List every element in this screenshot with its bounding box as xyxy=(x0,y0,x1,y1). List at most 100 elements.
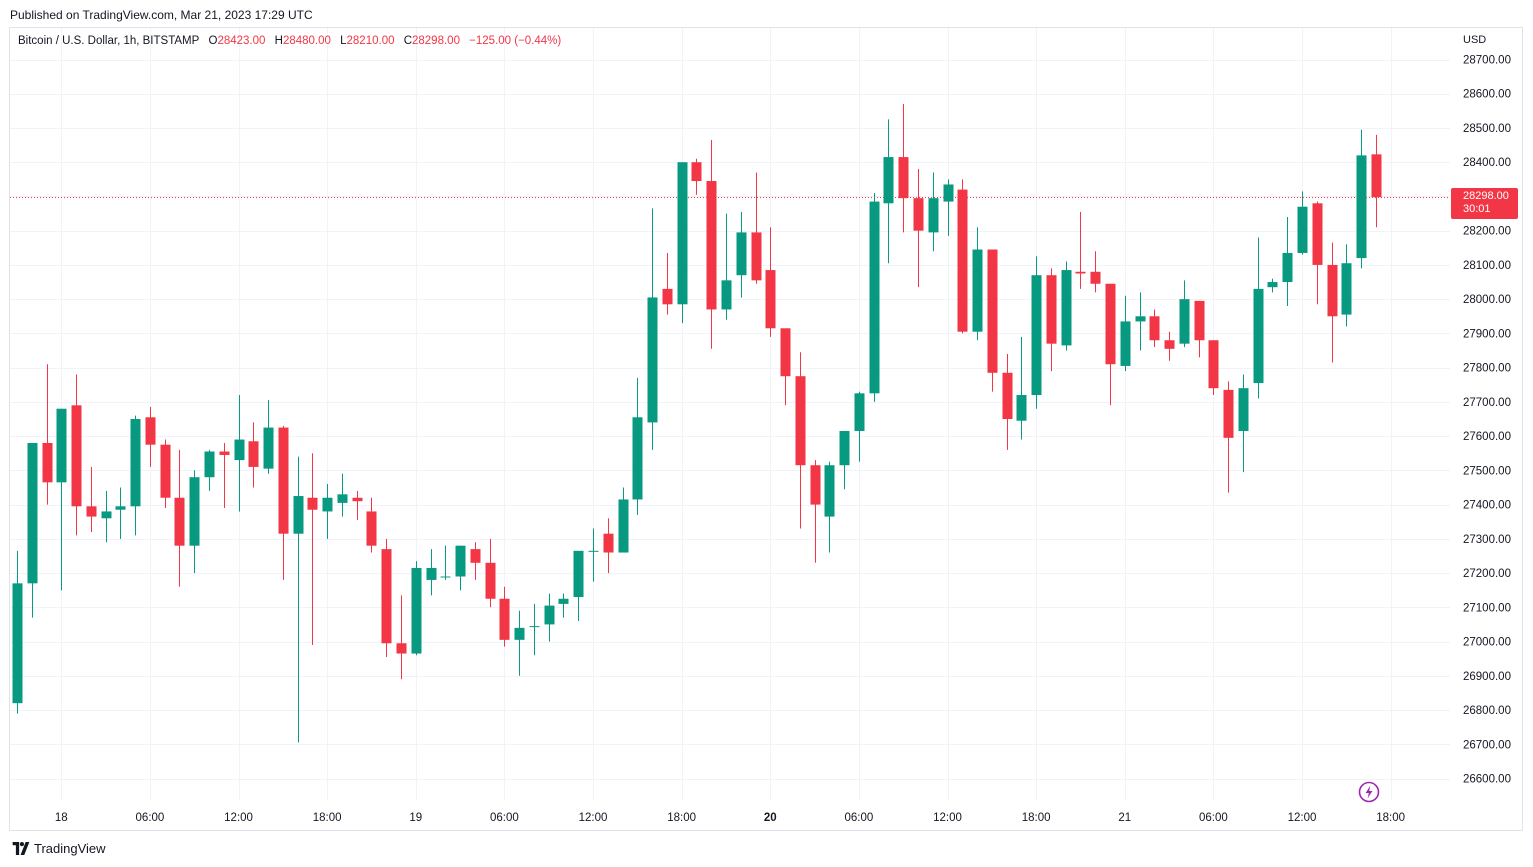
candle-body xyxy=(795,376,806,466)
candle-body xyxy=(426,567,437,580)
candle xyxy=(928,172,939,252)
candle-body xyxy=(883,157,894,204)
candle xyxy=(1061,261,1072,351)
candle xyxy=(1223,381,1234,493)
candle-body xyxy=(307,497,318,510)
candle-body xyxy=(1120,321,1131,366)
candle-body xyxy=(71,405,82,507)
candle-body xyxy=(1075,271,1086,274)
candle xyxy=(1208,340,1219,396)
candle xyxy=(1002,353,1013,450)
candle xyxy=(854,391,865,462)
candle-body xyxy=(765,270,776,329)
candle-body xyxy=(824,465,835,517)
candles xyxy=(12,104,1382,743)
candle-body xyxy=(691,162,702,182)
lightning-bolt-icon[interactable] xyxy=(1358,781,1380,803)
candle xyxy=(337,473,348,517)
price-tick-label: 27600.00 xyxy=(1463,431,1511,443)
candle xyxy=(86,466,97,532)
candle-body xyxy=(780,328,791,377)
candle-body xyxy=(1002,372,1013,419)
candle-body xyxy=(603,533,614,553)
candle xyxy=(115,487,126,539)
time-tick-label: 06:00 xyxy=(136,812,165,824)
time-tick-label: 12:00 xyxy=(1288,812,1317,824)
candle xyxy=(839,430,850,490)
candle-body xyxy=(957,189,968,332)
candle xyxy=(145,407,156,467)
candle-body xyxy=(677,162,688,305)
candle-body xyxy=(1105,283,1116,365)
candle xyxy=(544,593,555,642)
candle xyxy=(943,179,954,236)
candle xyxy=(189,470,200,574)
candle-body xyxy=(647,297,658,423)
candle xyxy=(12,550,23,714)
price-tick-label: 28400.00 xyxy=(1463,157,1511,169)
footer-brand[interactable]: TradingView xyxy=(12,841,106,856)
candle xyxy=(234,395,245,512)
candle-body xyxy=(1016,395,1027,421)
close-value: 28298.00 xyxy=(412,35,460,47)
candle xyxy=(174,449,185,587)
open-label: O xyxy=(208,35,218,47)
price-tick-label: 27200.00 xyxy=(1463,568,1511,580)
candle-body xyxy=(470,549,481,563)
candle xyxy=(751,172,762,284)
price-tick-label: 27700.00 xyxy=(1463,397,1511,409)
candle-body xyxy=(1312,203,1323,265)
time-tick-label: 06:00 xyxy=(490,812,519,824)
candle-body xyxy=(721,280,732,310)
candle xyxy=(780,328,791,406)
close-label: C xyxy=(403,35,412,47)
candle-body xyxy=(1267,282,1278,288)
candle xyxy=(101,490,112,543)
candle xyxy=(263,400,274,474)
open-value: 28423.00 xyxy=(217,35,266,47)
price-tick-label: 27000.00 xyxy=(1463,637,1511,649)
candle-body xyxy=(514,627,525,640)
candle xyxy=(485,538,496,608)
candle-body xyxy=(455,545,466,577)
time-tick-label: 12:00 xyxy=(933,812,962,824)
candle xyxy=(765,227,776,337)
time-tick-label: 12:00 xyxy=(224,812,253,824)
candle-body xyxy=(736,232,747,276)
candle xyxy=(499,586,510,647)
published-caption: Published on TradingView.com, Mar 21, 20… xyxy=(10,8,313,22)
price-tick-label: 26800.00 xyxy=(1463,705,1511,717)
price-tick-label: 27300.00 xyxy=(1463,534,1511,546)
candle xyxy=(898,104,909,233)
candle-body xyxy=(396,643,407,654)
candle-body xyxy=(1164,340,1175,349)
candle xyxy=(677,162,688,324)
candle-body xyxy=(810,465,821,505)
candle-body xyxy=(411,567,422,654)
candle-body xyxy=(1135,316,1146,322)
candle-body xyxy=(174,497,185,546)
candle-body xyxy=(115,506,126,510)
candle xyxy=(1327,242,1338,363)
candle-body xyxy=(987,249,998,373)
candle-body xyxy=(86,506,97,517)
candle-body xyxy=(219,451,230,455)
candle xyxy=(366,497,377,553)
candle xyxy=(219,442,230,509)
candle-body xyxy=(337,494,348,503)
price-tick-label: 26700.00 xyxy=(1463,739,1511,751)
candle-body xyxy=(1046,275,1057,344)
candle-body xyxy=(1090,271,1101,284)
bar-countdown: 30:01 xyxy=(1463,203,1491,215)
candle xyxy=(588,528,599,582)
candle xyxy=(1179,280,1190,348)
price-tick-label: 28200.00 xyxy=(1463,226,1511,238)
candle-body xyxy=(588,550,599,552)
time-tick-label: 06:00 xyxy=(1199,812,1228,824)
candle xyxy=(1282,216,1293,307)
candle xyxy=(1194,300,1205,358)
candle-body xyxy=(1341,263,1352,315)
candle xyxy=(618,487,629,553)
candle-body xyxy=(1208,340,1219,389)
